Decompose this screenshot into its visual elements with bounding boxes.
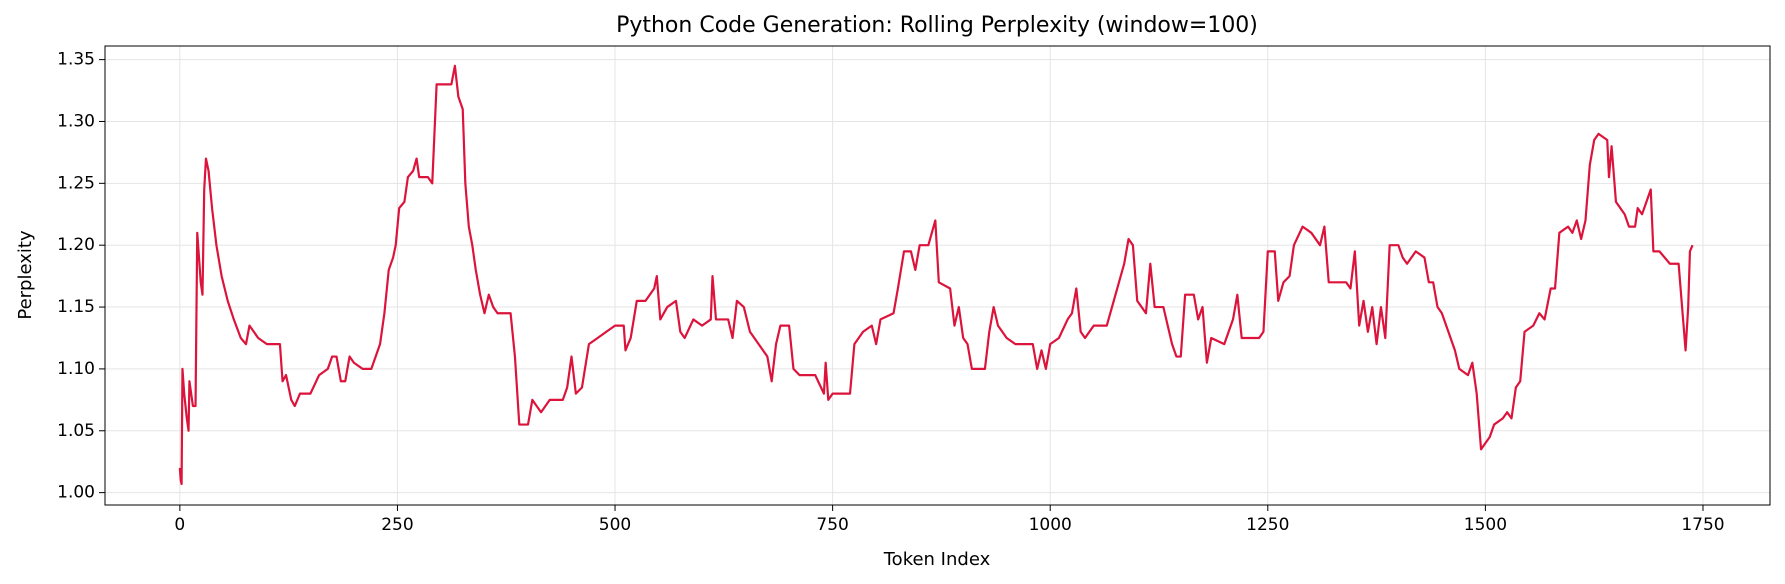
y-tick-label: 1.15	[57, 297, 95, 317]
y-tick-label: 1.10	[57, 359, 95, 379]
x-tick-label: 0	[174, 515, 185, 535]
x-tick-label: 1750	[1681, 515, 1724, 535]
y-tick-label: 1.25	[57, 173, 95, 193]
line-series	[178, 64, 1694, 486]
y-tick-label: 1.30	[57, 111, 95, 131]
x-axis-label: Token Index	[883, 549, 991, 570]
x-tick-label: 1000	[1029, 515, 1072, 535]
chart-title: Python Code Generation: Rolling Perplexi…	[616, 13, 1258, 38]
x-tick-label: 500	[599, 515, 631, 535]
y-tick-label: 1.20	[57, 235, 95, 255]
x-tick-label: 1500	[1464, 515, 1507, 535]
x-tick-label: 1250	[1246, 515, 1289, 535]
y-tick-label: 1.35	[57, 50, 95, 70]
x-tick-label: 250	[381, 515, 413, 535]
y-tick-label: 1.00	[57, 483, 95, 503]
x-tick-label: 750	[816, 515, 848, 535]
y-tick-label: 1.05	[57, 421, 95, 441]
plot-frame	[104, 45, 1771, 506]
y-axis-label: Perplexity	[15, 230, 36, 320]
